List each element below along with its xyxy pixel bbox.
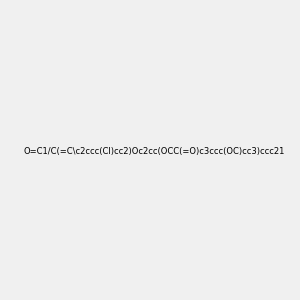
- Text: O=C1/C(=C\c2ccc(Cl)cc2)Oc2cc(OCC(=O)c3ccc(OC)cc3)ccc21: O=C1/C(=C\c2ccc(Cl)cc2)Oc2cc(OCC(=O)c3cc…: [23, 147, 284, 156]
